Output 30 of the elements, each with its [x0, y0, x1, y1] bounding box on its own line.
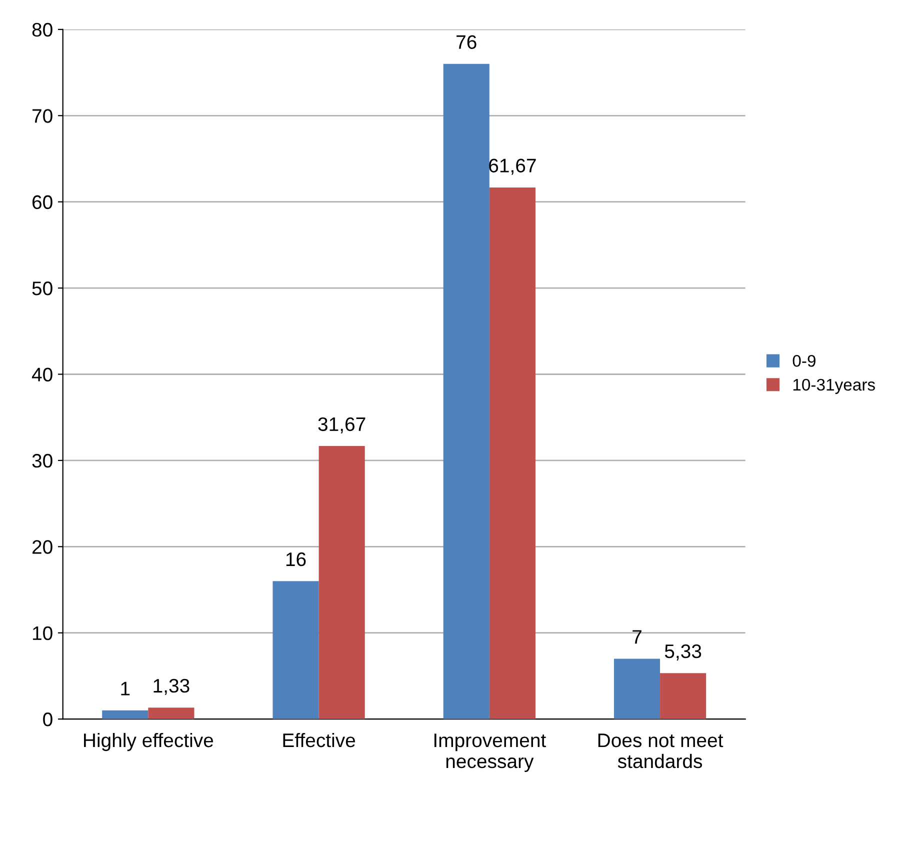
bar: [489, 187, 536, 720]
bar: [102, 710, 148, 720]
y-tick-label: 30: [32, 454, 52, 468]
data-label: 16: [286, 552, 306, 566]
data-label: 1: [121, 682, 130, 696]
data-label: 31,67: [318, 417, 366, 434]
bar: [148, 708, 194, 720]
legend-label: 0-9: [792, 354, 816, 367]
data-label: 1,33: [154, 678, 190, 695]
y-tick-label: 50: [32, 282, 52, 296]
bar: [318, 446, 365, 720]
y-tick-label: 70: [32, 109, 52, 123]
bar: [614, 658, 660, 720]
data-label: 76: [456, 35, 476, 49]
x-tick-label: Improvement necessary: [434, 734, 546, 772]
x-tick-label: Does not meet standards: [598, 734, 724, 768]
x-tick-label: Effective: [283, 732, 356, 748]
y-tick-label: 10: [32, 626, 52, 640]
data-label: 7: [632, 630, 642, 644]
data-label: 5,33: [664, 644, 702, 660]
x-tick-label: Highly effective: [84, 732, 214, 752]
y-tick-label: 20: [32, 540, 52, 554]
y-tick-label: 0: [43, 712, 52, 726]
y-tick-label: 40: [32, 368, 52, 382]
bar: [272, 581, 319, 720]
bar: [443, 64, 490, 720]
y-tick-label: 60: [32, 195, 52, 210]
y-tick-label: 80: [32, 22, 52, 37]
legend-label: 10-31years: [793, 378, 875, 394]
bar: [660, 673, 706, 720]
